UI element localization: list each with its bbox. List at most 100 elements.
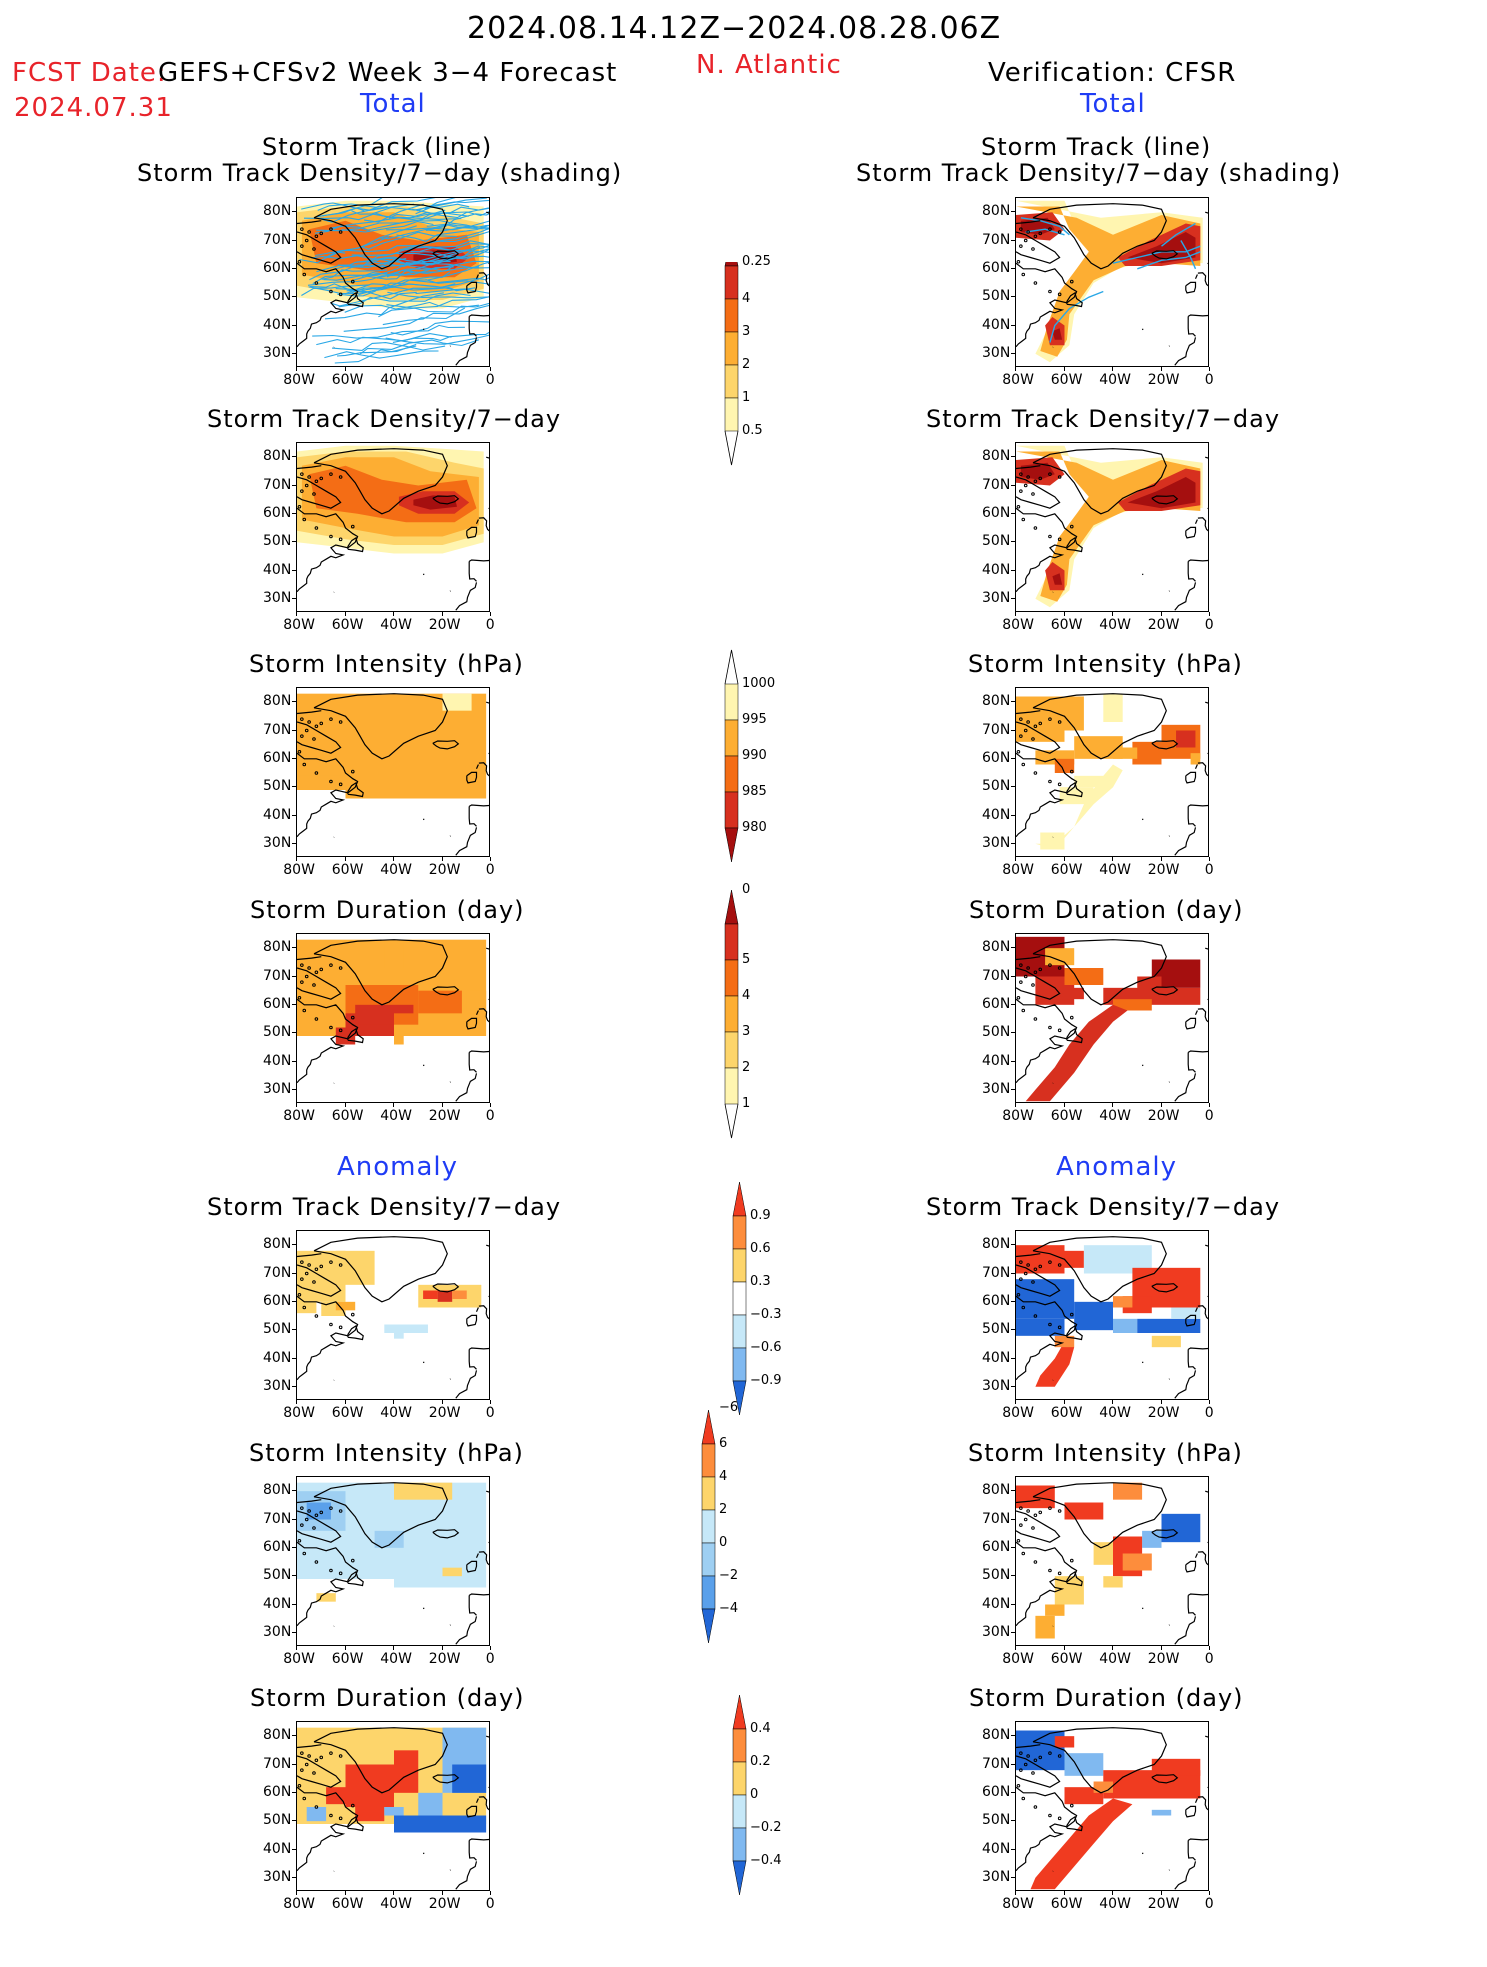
lon-tick-mark bbox=[344, 1400, 346, 1404]
lat-tick-label: 60N bbox=[982, 1783, 1011, 1800]
colorbar-tick-label: 0 bbox=[750, 1787, 759, 1802]
fcst-date-label: FCST Date: bbox=[12, 58, 167, 88]
lat-tick-mark bbox=[292, 1518, 296, 1520]
map-density-forecast bbox=[296, 442, 490, 612]
lat-tick-mark bbox=[1011, 1820, 1015, 1822]
lat-tick-label: 40N bbox=[982, 1052, 1011, 1069]
lat-tick-label: 40N bbox=[982, 1595, 1011, 1612]
lon-tick-mark bbox=[1063, 1103, 1065, 1107]
lat-tick-label: 50N bbox=[982, 288, 1011, 305]
colorbar-tick-label: 0.3 bbox=[750, 1274, 771, 1289]
lat-tick-mark bbox=[1011, 1032, 1015, 1034]
lat-tick-label: 70N bbox=[263, 1755, 292, 1772]
lon-tick-label: 40W bbox=[380, 1405, 412, 1421]
lon-tick-mark bbox=[344, 1891, 346, 1895]
lon-tick-mark bbox=[296, 1646, 297, 1650]
lat-tick-label: 30N bbox=[982, 1080, 1011, 1097]
lat-tick-mark bbox=[292, 1575, 296, 1577]
lon-tick-mark bbox=[393, 857, 394, 861]
map-intensity-verification bbox=[1015, 687, 1209, 857]
map-density-anom-verification bbox=[1015, 1230, 1209, 1400]
lon-tick-label: 40W bbox=[380, 1651, 412, 1667]
lon-tick-label: 20W bbox=[1147, 1651, 1180, 1667]
colorbar-tick-label: 0.25 bbox=[742, 254, 771, 269]
lat-tick-mark bbox=[292, 786, 296, 788]
lon-tick-mark bbox=[1112, 1103, 1113, 1107]
lat-tick-label: 80N bbox=[982, 1236, 1011, 1253]
lat-tick-label: 40N bbox=[982, 806, 1011, 823]
lat-tick-label: 30N bbox=[982, 1868, 1011, 1885]
lat-tick-mark bbox=[292, 814, 296, 816]
lon-tick-label: 60W bbox=[331, 372, 364, 388]
lat-tick-mark bbox=[292, 296, 296, 298]
lon-tick-mark bbox=[1112, 1646, 1113, 1650]
lat-tick-mark bbox=[1011, 1272, 1015, 1274]
lat-tick-label: 70N bbox=[263, 967, 292, 984]
lat-tick-mark bbox=[1011, 842, 1015, 844]
lat-tick-mark bbox=[292, 484, 296, 486]
colorbar-tick-label: 2 bbox=[742, 1060, 751, 1075]
lat-tick-mark bbox=[1011, 1631, 1015, 1633]
lon-tick-label: 60W bbox=[331, 1405, 364, 1421]
lat-tick-mark bbox=[292, 1603, 296, 1605]
lat-tick-label: 80N bbox=[263, 939, 292, 956]
lon-tick-label: 60W bbox=[1050, 1108, 1083, 1124]
lon-tick-label: 40W bbox=[380, 1108, 412, 1124]
verification-label: Verification: CFSR bbox=[988, 58, 1237, 88]
colorbar-tick-label: −4 bbox=[719, 1601, 739, 1616]
title-duration-anom-right: Storm Duration (day) bbox=[969, 1684, 1244, 1712]
lat-tick-mark bbox=[1011, 211, 1015, 213]
lon-tick-mark bbox=[296, 1103, 297, 1107]
lon-tick-mark bbox=[1160, 1646, 1162, 1650]
fcst-date-value: 2024.07.31 bbox=[14, 93, 173, 123]
title-intensity-right: Storm Intensity (hPa) bbox=[968, 650, 1243, 678]
lat-tick-label: 60N bbox=[982, 995, 1011, 1012]
lat-tick-mark bbox=[292, 267, 296, 269]
lon-tick-mark bbox=[1209, 857, 1210, 861]
lon-tick-label: 80W bbox=[1002, 617, 1034, 633]
lon-tick-label: 40W bbox=[380, 372, 412, 388]
colorbar-tick-label: 2 bbox=[719, 1502, 728, 1517]
lon-tick-mark bbox=[296, 857, 297, 861]
lon-tick-label: 20W bbox=[1147, 372, 1180, 388]
lat-tick-mark bbox=[292, 729, 296, 731]
lon-tick-mark bbox=[441, 857, 443, 861]
lat-tick-label: 70N bbox=[982, 231, 1011, 248]
lat-tick-mark bbox=[292, 1735, 296, 1737]
lon-tick-mark bbox=[1112, 367, 1113, 371]
map-duration-anom-forecast bbox=[296, 1721, 490, 1891]
lat-tick-label: 40N bbox=[982, 1840, 1011, 1857]
lat-tick-mark bbox=[1011, 1060, 1015, 1062]
colorbar-tick-label: −0.3 bbox=[750, 1307, 782, 1322]
title-duration-right: Storm Duration (day) bbox=[969, 896, 1244, 924]
lat-tick-label: 60N bbox=[982, 1538, 1011, 1555]
lat-tick-label: 70N bbox=[982, 721, 1011, 738]
lon-tick-mark bbox=[1209, 367, 1210, 371]
lon-tick-mark bbox=[393, 1103, 394, 1107]
lat-tick-mark bbox=[1011, 569, 1015, 571]
lat-tick-label: 50N bbox=[263, 1321, 292, 1338]
lat-tick-mark bbox=[292, 1060, 296, 1062]
lat-tick-label: 50N bbox=[263, 533, 292, 550]
lat-tick-mark bbox=[292, 701, 296, 703]
title-duration-anom-left: Storm Duration (day) bbox=[250, 1684, 525, 1712]
lon-tick-label: 0 bbox=[1204, 1405, 1214, 1421]
lon-tick-mark bbox=[1160, 857, 1162, 861]
lon-tick-mark bbox=[296, 367, 297, 371]
lon-tick-label: 20W bbox=[428, 862, 461, 878]
lat-tick-mark bbox=[1011, 1791, 1015, 1793]
colorbar-tick-label: 2 bbox=[742, 357, 751, 372]
lon-tick-mark bbox=[393, 1891, 394, 1895]
lat-tick-mark bbox=[292, 1003, 296, 1005]
lon-tick-label: 60W bbox=[331, 862, 364, 878]
left-anomaly-label: Anomaly bbox=[337, 1152, 459, 1182]
colorbar-duration-total: 5 4 3 2 1 0 bbox=[723, 883, 783, 1170]
lat-tick-mark bbox=[292, 1300, 296, 1302]
map-intensity-anom-verification bbox=[1015, 1476, 1209, 1646]
lat-tick-mark bbox=[292, 597, 296, 599]
lat-tick-mark bbox=[292, 1848, 296, 1850]
lon-tick-label: 0 bbox=[1204, 372, 1214, 388]
lat-tick-mark bbox=[1011, 1603, 1015, 1605]
lon-tick-label: 80W bbox=[283, 372, 315, 388]
lon-tick-label: 80W bbox=[283, 1405, 315, 1421]
